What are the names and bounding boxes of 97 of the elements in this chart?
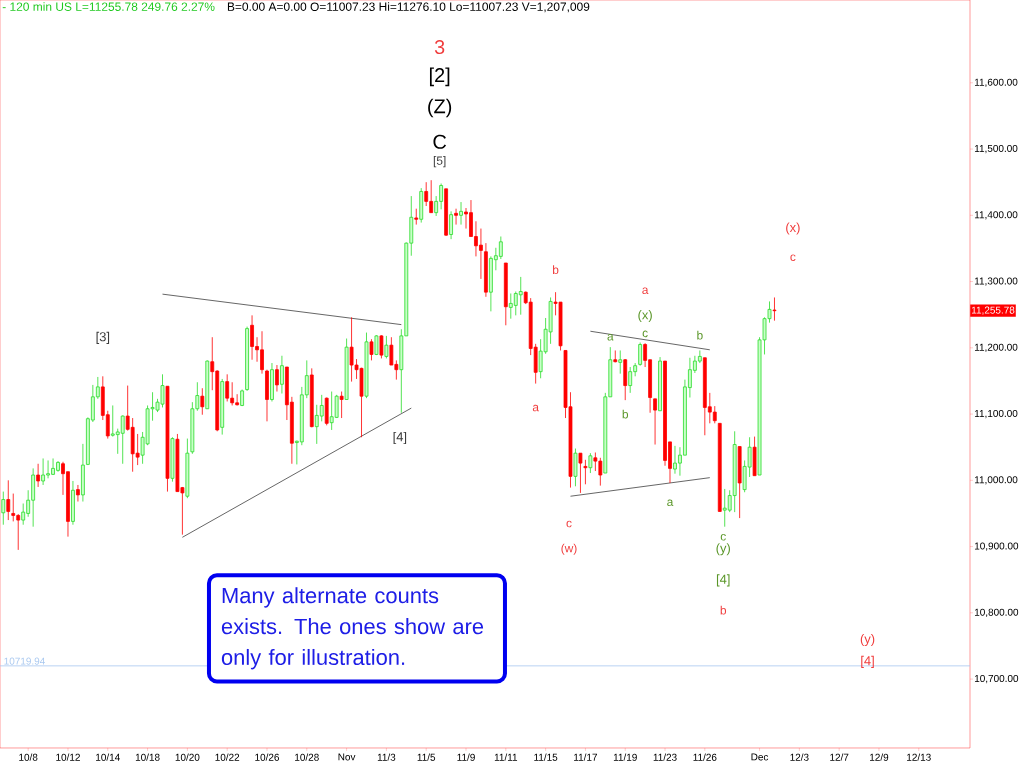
candlestick <box>280 355 284 394</box>
annotation: [4] <box>393 431 407 444</box>
candlestick <box>414 208 419 225</box>
candlestick <box>339 391 344 419</box>
x-tick-label: 12/9 <box>870 753 889 761</box>
candlestick <box>613 350 618 363</box>
candlestick <box>369 338 374 361</box>
annotation: [4] <box>716 574 730 587</box>
candlestick <box>578 452 583 494</box>
candlestick <box>628 366 633 394</box>
annotation: a <box>532 404 539 412</box>
candlestick <box>6 479 11 521</box>
candlestick <box>225 373 230 402</box>
candlestick <box>583 459 588 485</box>
annotation: C <box>433 134 447 149</box>
annotation: a <box>607 333 614 341</box>
x-tick-label: 10/20 <box>175 753 200 761</box>
candlestick <box>21 503 26 526</box>
annotation: a <box>642 287 649 295</box>
annotation: (x) <box>786 222 800 235</box>
candlestick <box>384 335 389 359</box>
y-tick-label: 11,400.00 <box>974 211 1018 220</box>
y-tick-label: 11,000.00 <box>974 476 1018 485</box>
candlestick <box>36 463 41 488</box>
x-tick-label: 11/23 <box>653 753 677 761</box>
x-tick-label: 11/19 <box>613 753 637 761</box>
y-tick-label: 11,500.00 <box>974 144 1018 154</box>
annotation: (y) <box>860 633 875 647</box>
annotation: (y) <box>716 543 730 556</box>
x-tick-label: 11/9 <box>457 753 475 761</box>
x-tick-label: 11/17 <box>574 753 598 761</box>
candlestick <box>449 210 453 240</box>
candlestick <box>120 414 125 465</box>
x-tick-label: 10/14 <box>96 753 120 761</box>
x-tick-label: 12/13 <box>907 753 931 761</box>
annotation: b <box>697 330 703 340</box>
candlestick <box>653 398 657 445</box>
candlestick <box>454 208 458 225</box>
x-tick-label: 10/28 <box>295 753 319 761</box>
x-tick-label: 11/26 <box>693 753 717 761</box>
x-tick-label: 12/7 <box>830 753 849 761</box>
annotation: (x) <box>638 309 652 323</box>
annotation: c <box>790 254 796 261</box>
x-tick-label: 11/11 <box>494 753 518 761</box>
annotation: a <box>667 499 674 507</box>
annotation: (w) <box>561 543 577 555</box>
y-tick-label: 11,100.00 <box>974 409 1018 419</box>
annotation: [5] <box>433 156 446 168</box>
candlestick <box>379 334 384 359</box>
annotation: Many alternate counts exists. The ones show are only for illustration. <box>221 587 484 670</box>
annotation: [2] <box>429 67 450 87</box>
x-tick-label: Dec <box>751 753 769 761</box>
annotation: (Z) <box>428 98 452 118</box>
candlestick <box>275 364 279 392</box>
y-tick-label: 10,700.00 <box>974 674 1019 684</box>
x-tick-label: Nov <box>338 753 356 761</box>
chart-subtitle: B=0.00 A=0.00 O=11007.23 Hi=11276.10 Lo=11007.23 V=1,207,009 <box>227 2 590 13</box>
annotation: 3 <box>434 39 445 55</box>
annotation: b <box>553 265 559 275</box>
candlestick <box>593 452 598 472</box>
candlestick <box>1 491 6 526</box>
x-tick-label: 10/18 <box>135 753 160 761</box>
ref-line-label: 10719.94 <box>4 657 45 665</box>
x-tick-label: 10/8 <box>19 753 38 761</box>
candlestick <box>573 448 578 487</box>
annotation: [4] <box>861 655 874 668</box>
candlestick <box>76 484 80 502</box>
candlestick <box>11 493 16 522</box>
y-tick-label: 10,800.00 <box>974 608 1019 617</box>
y-tick-label: 11,200.00 <box>974 343 1018 352</box>
y-tick-label: 10,900.00 <box>974 542 1019 551</box>
candlestick <box>518 276 523 316</box>
annotation: b <box>622 409 629 419</box>
candlestick <box>459 201 463 225</box>
x-tick-label: 12/3 <box>790 753 809 761</box>
candlestick <box>389 336 394 366</box>
x-tick-label: 10/26 <box>255 753 280 761</box>
annotation: c <box>642 330 648 338</box>
chart-title: - 120 min US L=11255.78 249.76 2.27% <box>2 2 215 11</box>
y-tick-label: 11,300.00 <box>974 277 1018 286</box>
annotation: c <box>566 520 572 528</box>
x-tick-label: 11/5 <box>417 753 436 761</box>
x-tick-label: 11/15 <box>534 753 558 761</box>
candlestick <box>618 350 623 375</box>
text: 11,255.78 <box>971 306 1015 315</box>
annotation: c <box>720 534 726 541</box>
annotation: [3] <box>96 331 110 344</box>
candlestick <box>638 342 643 367</box>
annotation: b <box>720 605 727 615</box>
y-tick-label: 11,600.00 <box>974 78 1018 87</box>
x-tick-label: 10/12 <box>56 753 80 761</box>
x-tick-label: 10/22 <box>215 753 240 761</box>
candlestick <box>498 236 503 260</box>
candlestick <box>588 452 593 474</box>
candlestick <box>200 387 205 416</box>
x-tick-label: 11/3 <box>377 753 396 761</box>
candlestick <box>772 297 777 322</box>
